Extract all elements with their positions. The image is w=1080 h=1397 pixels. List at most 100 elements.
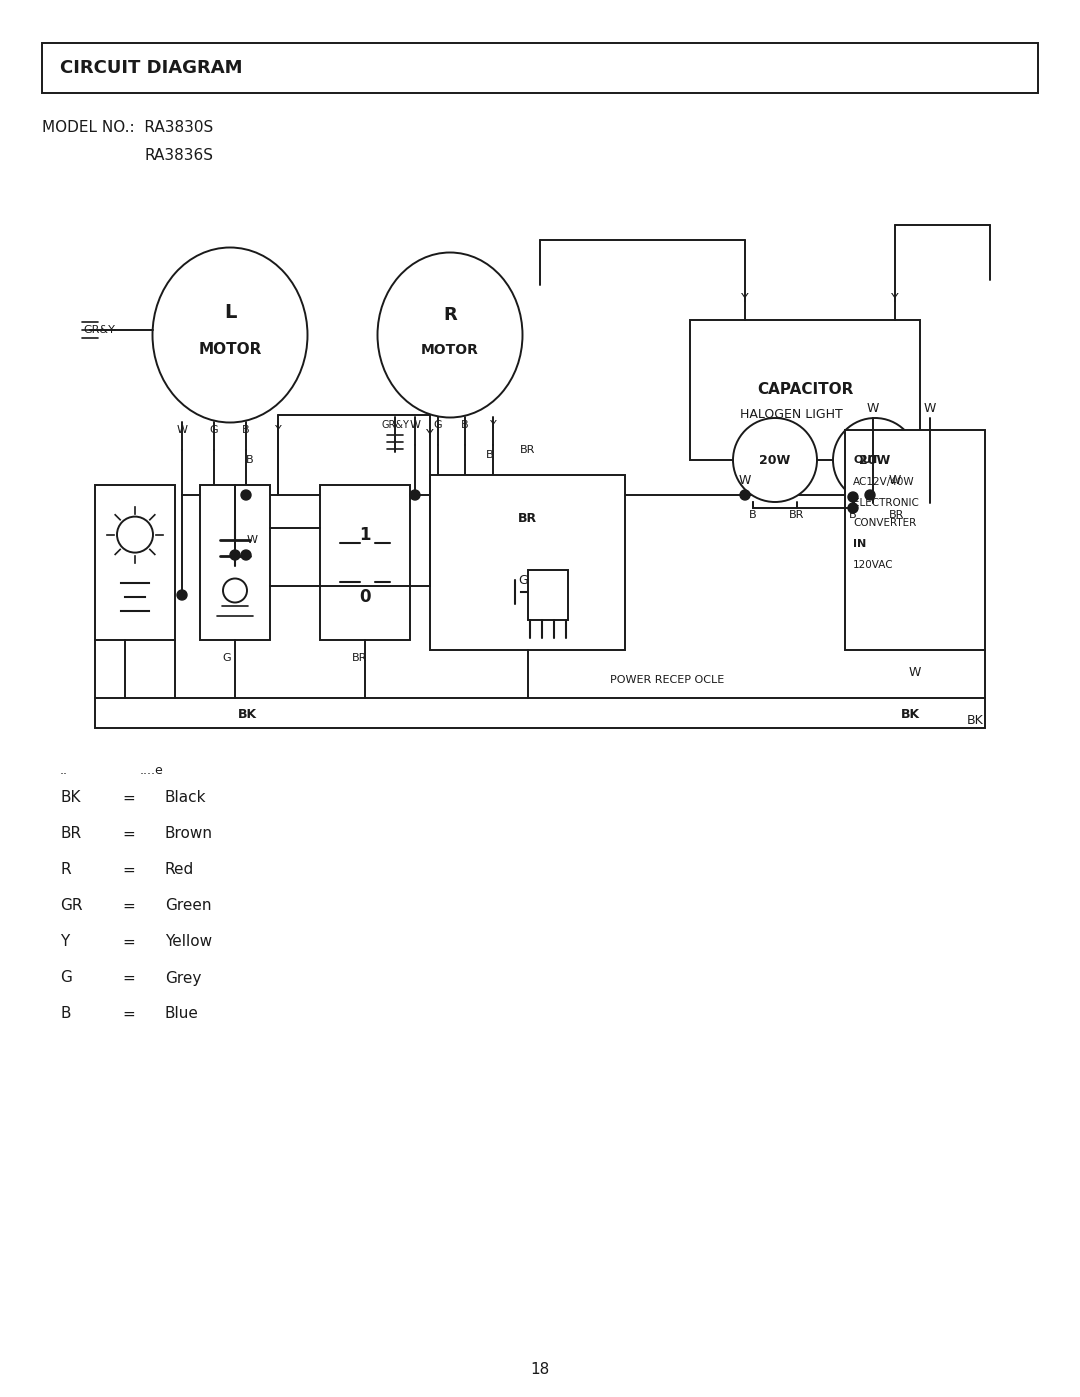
FancyBboxPatch shape [430,475,625,650]
Text: B: B [750,510,757,520]
Text: Y: Y [274,425,282,434]
FancyBboxPatch shape [95,485,175,640]
Text: GR: GR [60,898,82,914]
Text: W: W [247,535,258,545]
Text: G: G [210,425,218,434]
Text: POWER RECEP OCLE: POWER RECEP OCLE [610,675,725,685]
FancyBboxPatch shape [690,320,920,460]
Text: HALOGEN LIGHT: HALOGEN LIGHT [740,408,842,422]
Text: Brown: Brown [165,827,213,841]
Text: GR: GR [518,574,537,587]
Circle shape [833,418,917,502]
Text: 18: 18 [530,1362,550,1376]
Text: Y: Y [741,292,748,305]
Circle shape [865,490,875,500]
Text: 20W: 20W [860,454,891,467]
Text: =: = [122,935,135,950]
Circle shape [241,490,251,500]
Text: W: W [176,425,188,434]
Text: B: B [60,1006,70,1021]
Text: Y: Y [60,935,69,950]
Text: BK: BK [60,791,81,806]
FancyBboxPatch shape [95,698,985,728]
Text: 1: 1 [360,525,370,543]
Text: =: = [122,862,135,877]
Text: BR: BR [519,446,536,455]
Text: =: = [122,827,135,841]
Text: L: L [224,303,237,323]
Circle shape [177,590,187,599]
Ellipse shape [378,253,523,418]
Text: B: B [486,450,494,460]
Text: B: B [849,510,856,520]
Text: G: G [60,971,72,985]
Text: CIRCUIT DIAGRAM: CIRCUIT DIAGRAM [60,59,243,77]
Text: Yellow: Yellow [165,935,212,950]
Text: Y: Y [489,420,497,430]
Text: W: W [923,401,936,415]
Text: OUT: OUT [853,455,879,465]
Circle shape [848,503,858,513]
Text: 0: 0 [360,588,370,606]
Text: MODEL NO.:  RA3830S: MODEL NO.: RA3830S [42,120,213,136]
Text: BK: BK [901,708,919,721]
Text: W: W [867,401,879,415]
FancyBboxPatch shape [527,570,567,620]
Text: Blue: Blue [165,1006,199,1021]
Text: ELECTRONIC: ELECTRONIC [853,497,919,509]
Text: BR: BR [518,513,537,525]
Text: CONVERTER: CONVERTER [853,518,916,528]
Text: R: R [60,862,70,877]
Text: 20W: 20W [759,454,791,467]
Text: GR&Y: GR&Y [381,420,409,430]
Circle shape [848,492,858,502]
FancyBboxPatch shape [200,485,270,640]
Text: =: = [122,898,135,914]
Text: Y: Y [427,429,434,441]
Circle shape [117,517,153,553]
Text: BK: BK [238,708,257,721]
Text: R: R [443,306,457,324]
Text: B: B [242,425,249,434]
Text: IN: IN [853,539,866,549]
Text: Black: Black [165,791,206,806]
Circle shape [740,490,750,500]
Text: 120VAC: 120VAC [853,560,893,570]
Text: =: = [122,971,135,985]
Text: MOTOR: MOTOR [421,344,478,358]
Text: =: = [122,1006,135,1021]
Ellipse shape [152,247,308,422]
Text: RA3836S: RA3836S [145,148,214,163]
FancyBboxPatch shape [320,485,410,640]
Circle shape [733,418,816,502]
Text: BR: BR [789,510,805,520]
Text: B: B [461,420,469,430]
Text: W: W [908,665,921,679]
Text: BR: BR [352,652,367,664]
Text: W: W [889,474,901,486]
Text: BR: BR [889,510,905,520]
Text: GR&Y: GR&Y [83,326,114,335]
Text: Grey: Grey [165,971,201,985]
Text: CAPACITOR: CAPACITOR [757,383,853,398]
Text: AC12V/40W: AC12V/40W [853,476,915,488]
Circle shape [410,490,420,500]
FancyBboxPatch shape [42,43,1038,94]
Text: Red: Red [165,862,194,877]
Text: ....e: ....e [140,764,164,777]
Text: G: G [222,652,231,664]
Text: B: B [246,455,254,465]
Text: MOTOR: MOTOR [199,342,261,358]
Circle shape [222,578,247,602]
Text: G: G [434,420,443,430]
Text: =: = [122,791,135,806]
Text: W: W [739,474,752,486]
Text: Y: Y [891,292,899,305]
Text: BK: BK [967,714,984,726]
FancyBboxPatch shape [845,430,985,650]
Text: BR: BR [60,827,81,841]
Text: W: W [409,420,420,430]
Text: Green: Green [165,898,212,914]
Circle shape [241,550,251,560]
Text: ..: .. [60,764,68,777]
